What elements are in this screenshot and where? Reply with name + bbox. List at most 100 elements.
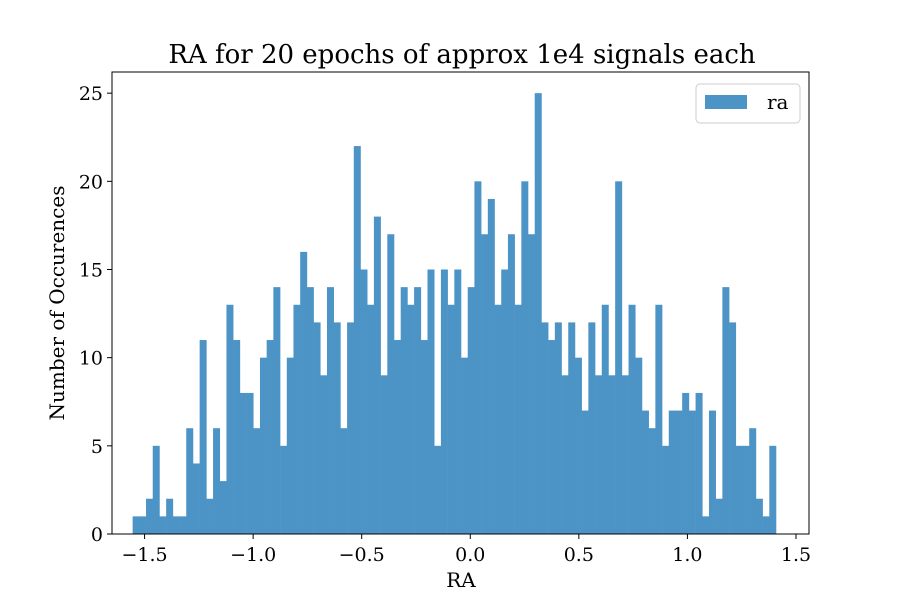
- histogram-bar: [615, 181, 623, 534]
- histogram-bar: [662, 445, 670, 534]
- legend-swatch: [705, 95, 747, 109]
- histogram-bar: [313, 322, 321, 534]
- histogram-bar: [588, 322, 596, 534]
- histogram-bar: [528, 234, 536, 534]
- histogram-bar: [280, 445, 288, 534]
- histogram-bar: [206, 498, 214, 534]
- y-tick-label: 20: [79, 171, 103, 193]
- histogram-bar: [467, 287, 475, 534]
- histogram-bar: [300, 251, 308, 534]
- histogram-bar: [521, 181, 529, 534]
- histogram-bar: [708, 410, 716, 534]
- histogram-bar: [219, 481, 227, 534]
- bars-group: [132, 93, 777, 535]
- histogram-bar: [306, 287, 314, 534]
- histogram-bar: [139, 516, 147, 534]
- x-tick-label: 0.0: [455, 544, 485, 566]
- histogram-bar: [635, 357, 643, 534]
- histogram-bar: [675, 410, 683, 534]
- x-tick-label: 0.5: [564, 544, 594, 566]
- x-tick-label: −0.5: [339, 544, 385, 566]
- histogram-bar: [393, 340, 401, 534]
- histogram-bar: [755, 498, 763, 534]
- chart-title: RA for 20 epochs of approx 1e4 signals e…: [168, 40, 756, 70]
- histogram-bar: [427, 269, 435, 534]
- plot-frame: [111, 71, 810, 535]
- x-tick-label: −1.5: [121, 544, 167, 566]
- histogram-bar: [702, 516, 710, 534]
- histogram-bar: [373, 216, 381, 535]
- histogram-bar: [561, 375, 569, 534]
- histogram-bar: [166, 498, 174, 534]
- legend-box: [695, 83, 801, 124]
- histogram-bar: [769, 445, 777, 534]
- histogram-bar: [481, 234, 489, 534]
- histogram-bar: [360, 269, 368, 534]
- histogram-bar: [440, 269, 448, 534]
- histogram-bar: [266, 340, 274, 534]
- histogram-bar: [246, 392, 254, 534]
- histogram-bar: [568, 322, 576, 534]
- histogram-bar: [514, 304, 522, 534]
- histogram-bar: [595, 375, 603, 534]
- histogram-bar: [695, 392, 703, 534]
- histogram-bar: [213, 428, 221, 534]
- y-tick-label: 15: [79, 259, 103, 281]
- legend-label: ra: [767, 90, 789, 114]
- histogram-bar: [387, 234, 395, 534]
- histogram-bar: [420, 340, 428, 534]
- histogram-bar: [186, 428, 194, 534]
- y-axis: 0 5 10 15 20 25: [79, 83, 112, 546]
- histogram-bar: [641, 410, 649, 534]
- histogram-bar: [507, 234, 515, 534]
- x-tick-label: 1.5: [781, 544, 811, 566]
- histogram-bar: [648, 428, 656, 534]
- histogram-bar: [447, 304, 455, 534]
- histogram-bar: [226, 304, 234, 534]
- histogram-bar: [407, 304, 415, 534]
- histogram-bar: [735, 445, 743, 534]
- histogram-bar: [273, 287, 281, 534]
- histogram-bar: [293, 304, 301, 534]
- histogram-bar: [326, 287, 334, 534]
- histogram-bar: [501, 269, 509, 534]
- histogram-bar: [487, 198, 495, 534]
- histogram-bar: [548, 340, 556, 534]
- histogram-bar: [715, 498, 723, 534]
- y-tick-label: 5: [91, 436, 103, 458]
- histogram-bar: [608, 375, 616, 534]
- histogram-bar: [367, 304, 375, 534]
- histogram-bar: [621, 375, 629, 534]
- histogram-bar: [461, 357, 469, 534]
- histogram-bar: [534, 93, 542, 534]
- histogram-bar: [601, 304, 609, 534]
- histogram-bar: [380, 375, 388, 534]
- histogram-bar: [474, 181, 482, 534]
- histogram-bar: [320, 375, 328, 534]
- histogram-bar: [286, 357, 294, 534]
- histogram-bar: [762, 516, 770, 534]
- x-tick-label: 1.0: [672, 544, 702, 566]
- histogram-bar: [742, 445, 750, 534]
- histogram-bar: [159, 516, 167, 534]
- histogram-bar: [340, 428, 348, 534]
- histogram-bar: [179, 516, 187, 534]
- histogram-bar: [682, 392, 690, 534]
- histogram-bar: [655, 304, 663, 534]
- y-tick-label: 10: [79, 348, 103, 370]
- histogram-bar: [668, 410, 676, 534]
- histogram-bar: [628, 304, 636, 534]
- histogram-bar: [729, 322, 737, 534]
- histogram-bar: [333, 322, 341, 534]
- histogram-bar: [414, 287, 422, 534]
- histogram-bar: [581, 410, 589, 534]
- histogram-bar: [454, 269, 462, 534]
- histogram-bar: [494, 304, 502, 534]
- histogram-bar: [233, 340, 241, 534]
- histogram-bar: [192, 463, 200, 534]
- histogram-bar: [253, 428, 261, 534]
- x-tick-label: −1.0: [230, 544, 276, 566]
- histogram-bar: [259, 357, 267, 534]
- histogram-bar: [146, 498, 154, 534]
